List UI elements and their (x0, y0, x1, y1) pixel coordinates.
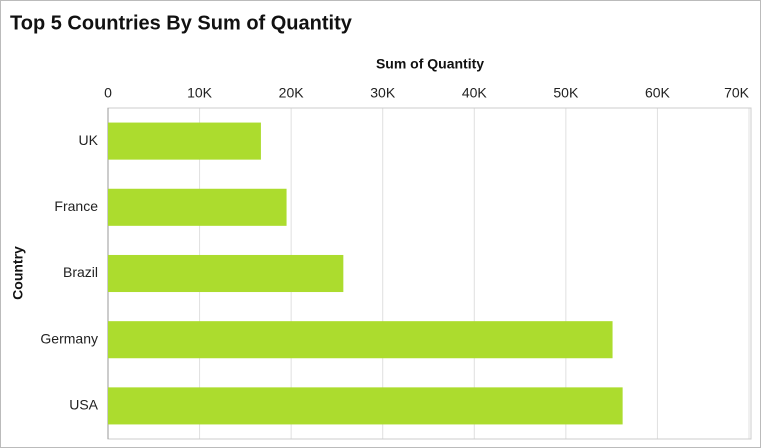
x-tick-label: 50K (553, 85, 579, 101)
x-tick-label: 20K (279, 85, 305, 101)
x-tick-label: 0 (104, 85, 112, 101)
x-tick-label: 60K (645, 85, 671, 101)
chart-title: Top 5 Countries By Sum of Quantity (10, 12, 353, 34)
bar (108, 122, 261, 160)
bar (108, 321, 613, 359)
x-tick-label: 40K (462, 85, 488, 101)
y-tick-label: UK (79, 132, 99, 148)
y-tick-label: France (54, 198, 98, 214)
x-tick-label: 10K (187, 85, 213, 101)
bar (108, 188, 287, 226)
y-tick-label: Germany (40, 330, 98, 346)
x-tick-label: 70K (724, 85, 750, 101)
y-axis-title: Country (10, 246, 26, 300)
y-tick-label: USA (69, 397, 98, 413)
bar (108, 387, 623, 425)
x-axis-title: Sum of Quantity (376, 56, 484, 72)
bar (108, 254, 344, 293)
x-tick-label: 30K (370, 85, 396, 101)
y-tick-label: Brazil (63, 264, 98, 280)
